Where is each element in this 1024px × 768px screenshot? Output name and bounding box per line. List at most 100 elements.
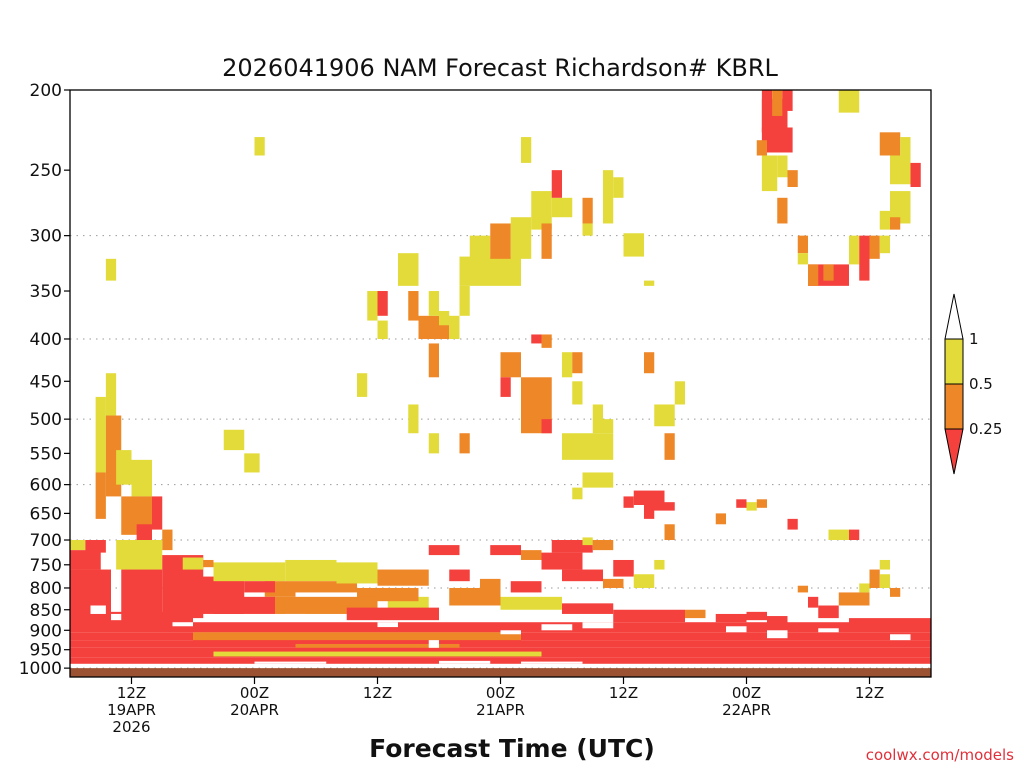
ri-cell-141	[613, 609, 685, 623]
ri-cell-56	[603, 419, 614, 434]
ri-cell-45	[500, 352, 521, 378]
surface-layer	[70, 668, 931, 677]
ri-cell-48	[541, 334, 552, 348]
ri-cell-148	[818, 605, 839, 619]
y-tick-label-900: 900	[30, 621, 62, 641]
ri-cell-156	[70, 622, 931, 633]
y-axis: 200 250 300 350 400 450 500 550 600 650 700 750 8008…	[19, 81, 70, 679]
ri-cell-26	[408, 404, 419, 434]
ri-cell-98	[756, 499, 767, 508]
ri-cell-95	[736, 499, 747, 508]
y-tick-label-750: 750	[30, 556, 62, 576]
ri-cell-121	[213, 596, 275, 614]
ri-cell-109	[182, 557, 204, 570]
ri-cell-35	[531, 191, 552, 230]
ri-cell-65	[623, 496, 634, 508]
ri-cell-160	[70, 640, 931, 648]
ri-cell-66	[664, 524, 675, 541]
ri-cell-153	[879, 559, 890, 570]
ri-cell-110	[203, 559, 214, 568]
ri-cell-30	[459, 256, 521, 286]
y-tick-label-500: 500	[30, 410, 62, 430]
ri-cell-60	[654, 404, 675, 427]
ri-cell-129	[541, 552, 583, 570]
legend-label-max: 1	[969, 330, 979, 348]
ri-cell-15	[367, 291, 378, 321]
ri-cell-53	[572, 381, 583, 405]
ri-cell-51	[562, 352, 573, 378]
ri-cell-101	[849, 529, 860, 541]
ri-cell-55	[592, 404, 603, 434]
ri-cell-50	[541, 419, 552, 434]
ri-cell-96	[715, 513, 726, 525]
y-tick-label-600: 600	[30, 476, 62, 496]
ri-cell-99	[787, 518, 798, 530]
ri-cell-84	[777, 197, 788, 224]
ri-cell-23	[449, 315, 460, 339]
ri-cell-9	[152, 496, 163, 530]
ri-cell-31	[459, 285, 470, 316]
ri-cell-72	[756, 140, 767, 156]
ri-cell-124	[449, 569, 470, 582]
ri-cell-150	[859, 583, 870, 593]
legend-top-arrow	[944, 293, 964, 340]
ri-cell-59	[644, 352, 655, 374]
ri-cell-116	[336, 562, 378, 584]
ri-cell-77	[879, 132, 901, 156]
ri-cell-93	[879, 235, 890, 254]
ri-gap-3	[285, 613, 306, 619]
ri-cell-117	[377, 569, 429, 586]
ri-cell-70	[782, 90, 793, 111]
heatmap-cells	[70, 90, 931, 664]
ri-cell-132	[582, 537, 593, 546]
ri-cell-64	[644, 507, 655, 519]
y-tick-label-250: 250	[30, 161, 62, 181]
ri-gap-15	[521, 661, 583, 664]
ri-cell-16	[377, 291, 388, 316]
ri-cell-147	[808, 596, 819, 608]
ri-cell-90	[849, 235, 860, 265]
ri-cell-97	[746, 502, 757, 511]
legend-label-0: 0.5	[969, 375, 993, 393]
ri-cell-102	[70, 540, 86, 551]
ri-gap-7	[541, 624, 573, 631]
ri-cell-131	[562, 569, 603, 582]
ri-cell-17	[377, 320, 388, 339]
ri-gap-10	[767, 630, 788, 639]
ri-gap-13	[439, 660, 491, 664]
ri-cell-34	[521, 137, 532, 163]
ri-cell-18	[398, 253, 419, 286]
y-tick-label-300: 300	[30, 227, 62, 247]
ri-cell-111	[213, 562, 286, 582]
ri-cell-122	[346, 607, 439, 621]
ground-fill	[70, 668, 931, 677]
ri-cell-161	[295, 643, 460, 650]
ri-cell-68	[761, 90, 773, 133]
legend-bottom-arrow	[944, 428, 964, 475]
ri-cell-163	[213, 651, 542, 657]
y-tick-label-800: 800	[30, 579, 62, 599]
ri-gap-1	[111, 613, 122, 621]
ri-cell-43	[623, 233, 644, 257]
ri-cell-41	[603, 170, 614, 224]
ri-cell-134	[613, 559, 634, 577]
credit-text: coolwx.com/models	[866, 746, 1014, 764]
ri-cell-52	[572, 352, 583, 374]
ri-cell-79	[890, 155, 911, 185]
ri-cell-115	[295, 581, 357, 593]
ri-cell-104	[70, 569, 111, 631]
ri-cell-86	[797, 253, 808, 265]
ri-cell-19	[408, 291, 419, 321]
y-tick-label-650: 650	[30, 504, 62, 524]
ri-cell-10	[136, 524, 152, 541]
ri-cell-151	[869, 569, 880, 588]
x-tick-label-3-0: 00Z	[486, 684, 515, 702]
ri-cell-33	[510, 217, 532, 259]
ri-gap-5	[428, 640, 439, 648]
x-tick-label-5-0: 00Z	[732, 684, 761, 702]
ri-gap-12	[890, 634, 911, 641]
ri-cell-88	[808, 264, 819, 286]
ri-cell-0	[254, 137, 265, 156]
x-tick-label-2-0: 12Z	[363, 684, 392, 702]
y-tick-label-1000: 1000	[19, 659, 62, 679]
